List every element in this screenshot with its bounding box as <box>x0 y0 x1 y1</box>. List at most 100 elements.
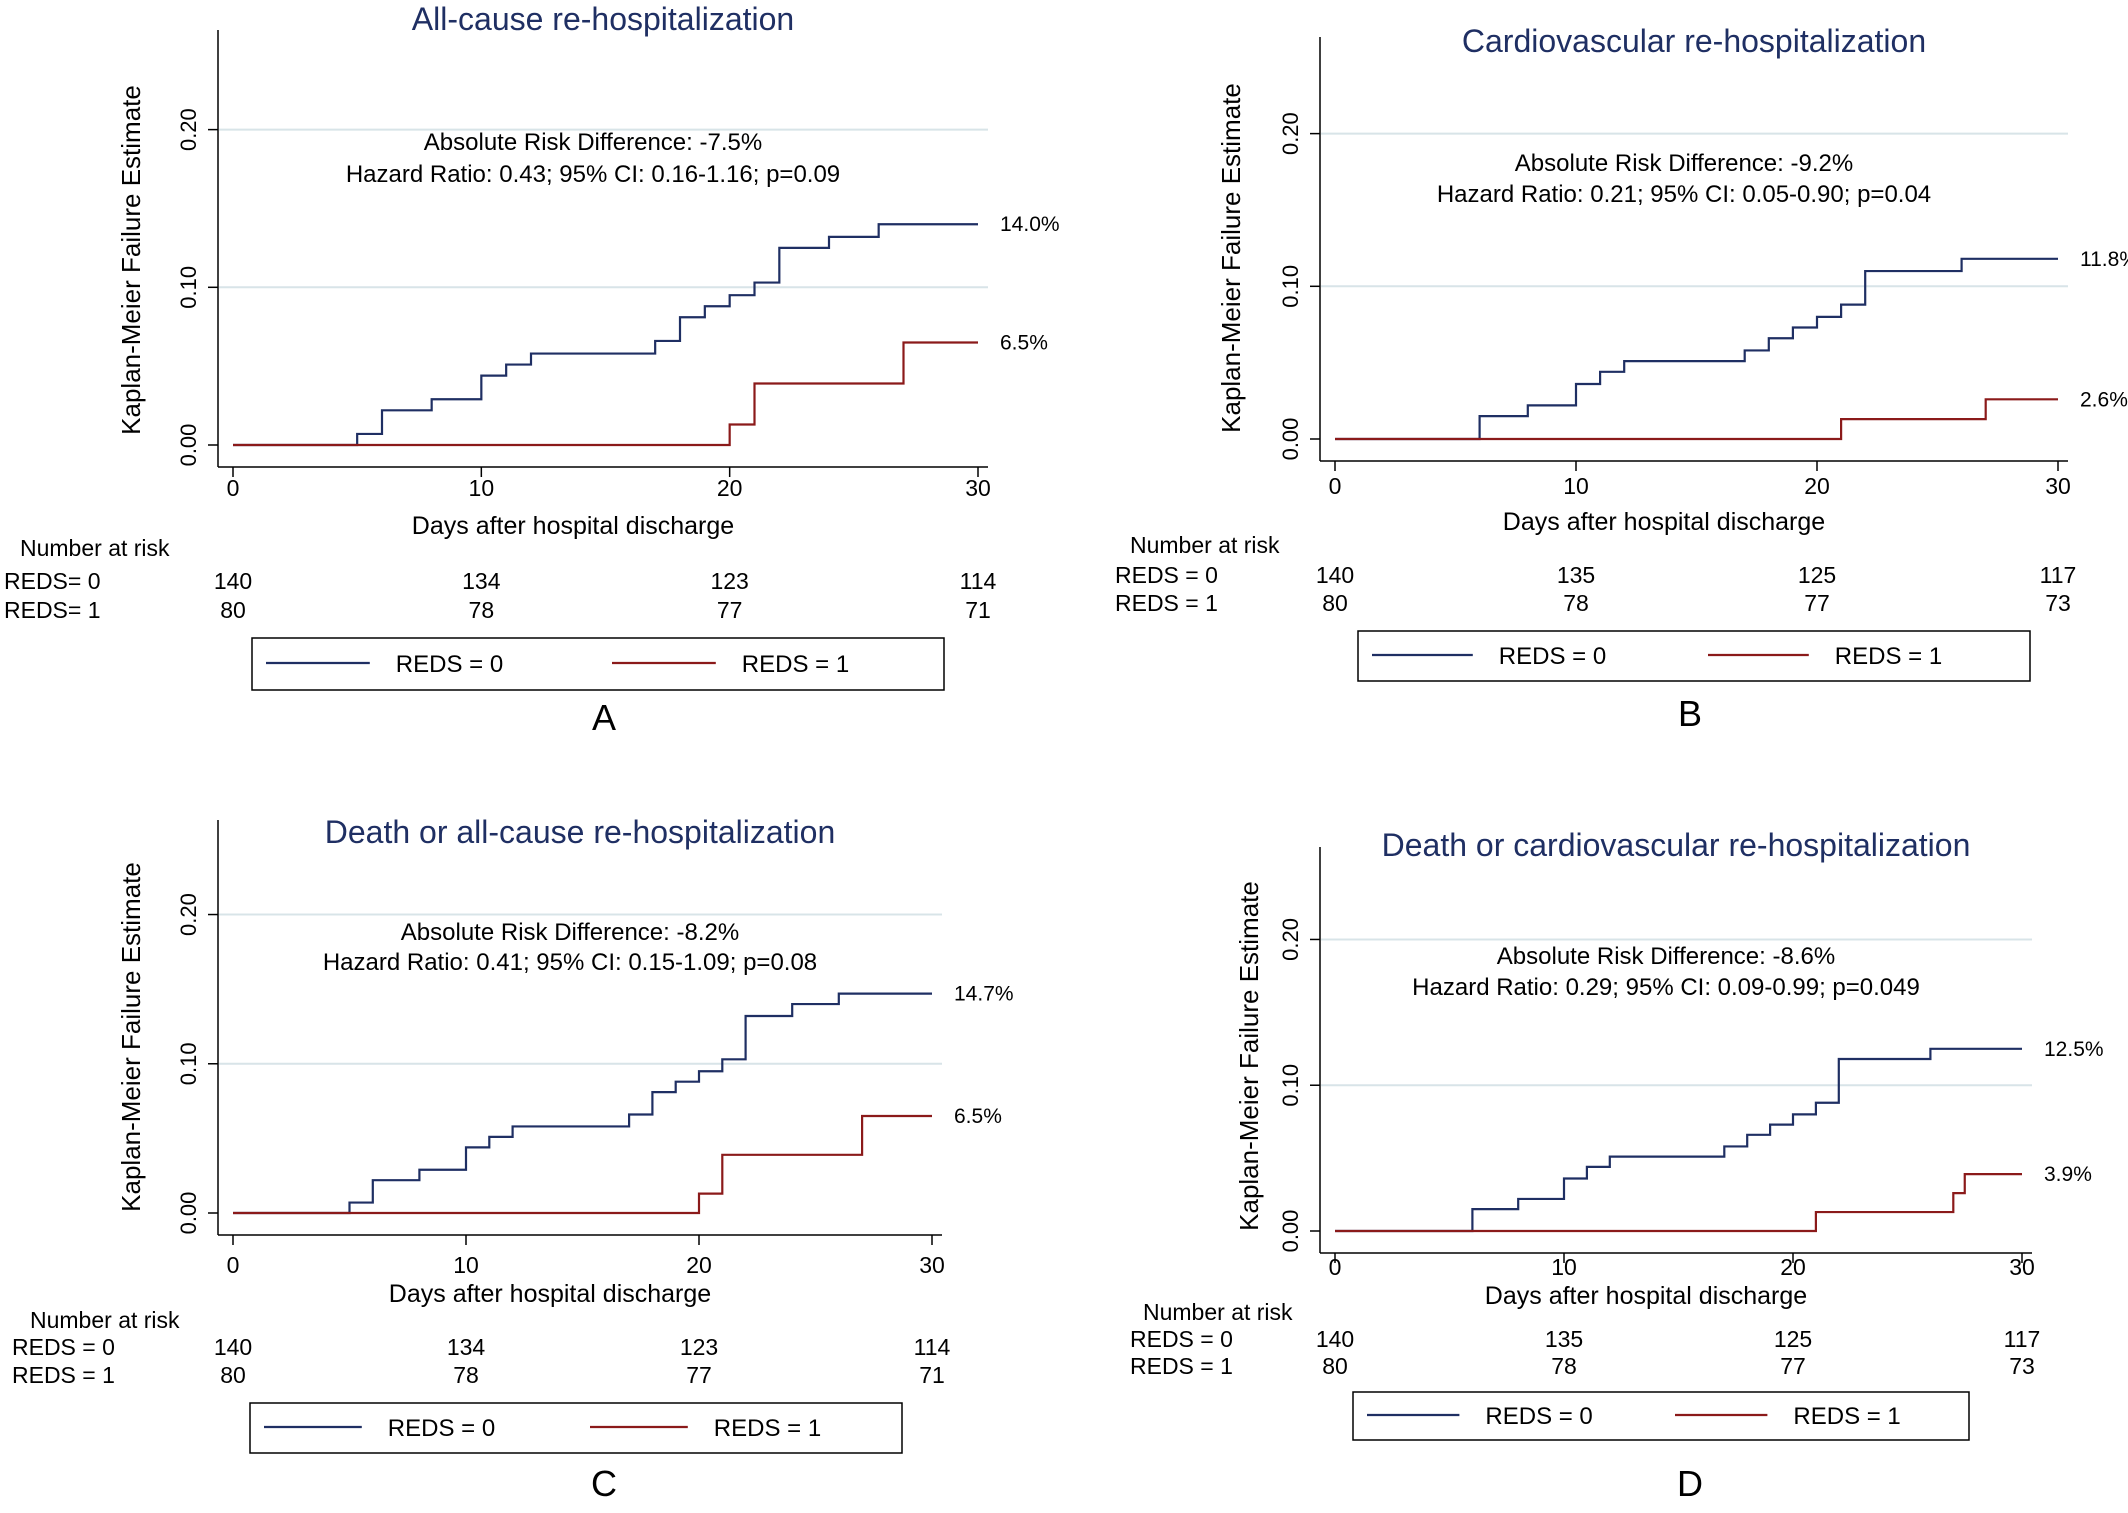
y-tick-label: 0.20 <box>1278 112 1303 155</box>
risk-value: 125 <box>1774 1326 1812 1352</box>
x-tick-label: 0 <box>1329 1254 1342 1280</box>
risk-row-label: REDS = 1 <box>12 1362 115 1388</box>
risk-value: 135 <box>1557 562 1595 588</box>
legend-entry: REDS = 1 <box>1835 643 1942 670</box>
y-tick-label: 0.20 <box>1278 918 1303 961</box>
series-line-reds-0 <box>1335 1047 2022 1233</box>
risk-value: 140 <box>214 1334 252 1360</box>
panel-letter: A <box>592 697 616 738</box>
risk-value: 71 <box>965 597 991 623</box>
risk-value: 78 <box>469 597 495 623</box>
y-tick-label: 0.00 <box>1278 418 1303 461</box>
risk-value: 135 <box>1545 1326 1583 1352</box>
chart-title: Death or cardiovascular re-hospitalizati… <box>1382 827 1971 863</box>
panel-d: 0.00 0.10 0.20 0 10 20 30 Death or cardiovascul… <box>1130 827 2104 1504</box>
risk-value: 114 <box>960 568 997 594</box>
risk-table-title: Number at risk <box>1143 1299 1293 1325</box>
panel-letter: D <box>1677 1463 1703 1504</box>
risk-row-label: REDS= 0 <box>4 568 101 594</box>
y-tick-label: 0.10 <box>1278 265 1303 308</box>
risk-table-title: Number at risk <box>20 535 170 561</box>
chart-title: Cardiovascular re-hospitalization <box>1462 23 1926 59</box>
series-end-label: 11.8% <box>2080 248 2128 271</box>
annotation-line: Hazard Ratio: 0.29; 95% CI: 0.09-0.99; p… <box>1412 974 1920 1001</box>
risk-row-label: REDS = 0 <box>1130 1326 1233 1352</box>
x-tick-label: 30 <box>2045 473 2071 499</box>
y-axis-label: Kaplan-Meier Failure Estimate <box>116 862 146 1212</box>
risk-value: 123 <box>710 568 748 594</box>
risk-value: 125 <box>1798 562 1836 588</box>
panel-letter: C <box>591 1463 617 1504</box>
y-tick-label: 0.10 <box>1278 1064 1303 1107</box>
x-tick-label: 10 <box>1551 1254 1577 1280</box>
series-end-label: 14.0% <box>1000 213 1060 236</box>
y-tick-label: 0.00 <box>176 424 201 467</box>
annotation-line: Absolute Risk Difference: -8.6% <box>1497 943 1835 970</box>
risk-row-label: REDS = 0 <box>1115 562 1218 588</box>
series-line-reds-1 <box>1335 398 2058 441</box>
risk-value: 134 <box>462 568 501 594</box>
series-line-reds-0 <box>1335 257 2058 441</box>
panel-c: 0.00 0.10 0.20 0 10 20 30 Death or all-cause re… <box>12 814 1014 1504</box>
risk-row-label: REDS = 0 <box>12 1334 115 1360</box>
legend-entry: REDS = 0 <box>1485 1403 1592 1430</box>
annotation-line: Hazard Ratio: 0.43; 95% CI: 0.16-1.16; p… <box>346 161 840 188</box>
x-tick-label: 0 <box>227 1252 240 1278</box>
x-tick-label: 10 <box>1563 473 1589 499</box>
risk-value: 114 <box>914 1334 951 1360</box>
annotation-line: Absolute Risk Difference: -8.2% <box>401 919 739 946</box>
x-tick-label: 20 <box>1804 473 1830 499</box>
risk-value: 117 <box>2004 1326 2041 1352</box>
legend-entry: REDS = 0 <box>388 1415 495 1442</box>
risk-value: 71 <box>919 1362 945 1388</box>
risk-value: 73 <box>2045 590 2071 616</box>
series-line-reds-1 <box>233 1114 932 1215</box>
risk-value: 78 <box>1563 590 1589 616</box>
risk-row-label: REDS= 1 <box>4 597 101 623</box>
x-tick-label: 0 <box>1329 473 1342 499</box>
legend-entry: REDS = 0 <box>1499 643 1606 670</box>
risk-value: 140 <box>1316 1326 1354 1352</box>
series-end-label: 2.6% <box>2080 388 2128 411</box>
risk-value: 78 <box>453 1362 479 1388</box>
risk-value: 117 <box>2040 562 2077 588</box>
legend-entry: REDS = 0 <box>396 651 503 678</box>
x-tick-label: 30 <box>965 475 991 501</box>
risk-value: 140 <box>214 568 252 594</box>
chart-title: Death or all-cause re-hospitalization <box>325 814 835 850</box>
risk-value: 77 <box>1780 1353 1806 1379</box>
x-axis-label: Days after hospital discharge <box>389 1280 711 1308</box>
y-tick-label: 0.10 <box>176 266 201 309</box>
series-end-label: 6.5% <box>1000 332 1048 355</box>
panel-a: 0.00 0.10 0.20 0 10 20 30 All-cause re-hospital… <box>4 1 1060 738</box>
annotation-line: Absolute Risk Difference: -9.2% <box>1515 150 1853 177</box>
x-tick-label: 10 <box>469 475 495 501</box>
series-line-reds-1 <box>233 341 978 447</box>
x-tick-label: 0 <box>227 475 240 501</box>
series-line-reds-0 <box>233 223 978 447</box>
panel-b: 0.00 0.10 0.20 0 10 20 30 Cardiovascular re-hos… <box>1115 23 2128 734</box>
series-end-label: 6.5% <box>954 1105 1002 1128</box>
y-tick-label: 0.00 <box>1278 1210 1303 1253</box>
annotation-line: Hazard Ratio: 0.21; 95% CI: 0.05-0.90; p… <box>1437 181 1931 208</box>
x-tick-label: 30 <box>919 1252 945 1278</box>
legend-entry: REDS = 1 <box>1793 1403 1900 1430</box>
series-end-label: 12.5% <box>2044 1038 2104 1061</box>
x-axis-label: Days after hospital discharge <box>412 512 734 540</box>
risk-row-label: REDS = 1 <box>1130 1353 1233 1379</box>
risk-value: 78 <box>1551 1353 1577 1379</box>
risk-value: 80 <box>1322 590 1348 616</box>
risk-value: 80 <box>220 1362 246 1388</box>
risk-value: 123 <box>680 1334 718 1360</box>
risk-value: 80 <box>1322 1353 1348 1379</box>
y-tick-label: 0.10 <box>176 1042 201 1085</box>
risk-value: 77 <box>686 1362 712 1388</box>
risk-row-label: REDS = 1 <box>1115 590 1218 616</box>
annotation-line: Hazard Ratio: 0.41; 95% CI: 0.15-1.09; p… <box>323 949 817 976</box>
x-tick-label: 20 <box>1780 1254 1806 1280</box>
y-tick-label: 0.20 <box>176 893 201 936</box>
risk-value: 73 <box>2009 1353 2035 1379</box>
x-tick-label: 20 <box>686 1252 712 1278</box>
y-axis-label: Kaplan-Meier Failure Estimate <box>116 85 146 435</box>
